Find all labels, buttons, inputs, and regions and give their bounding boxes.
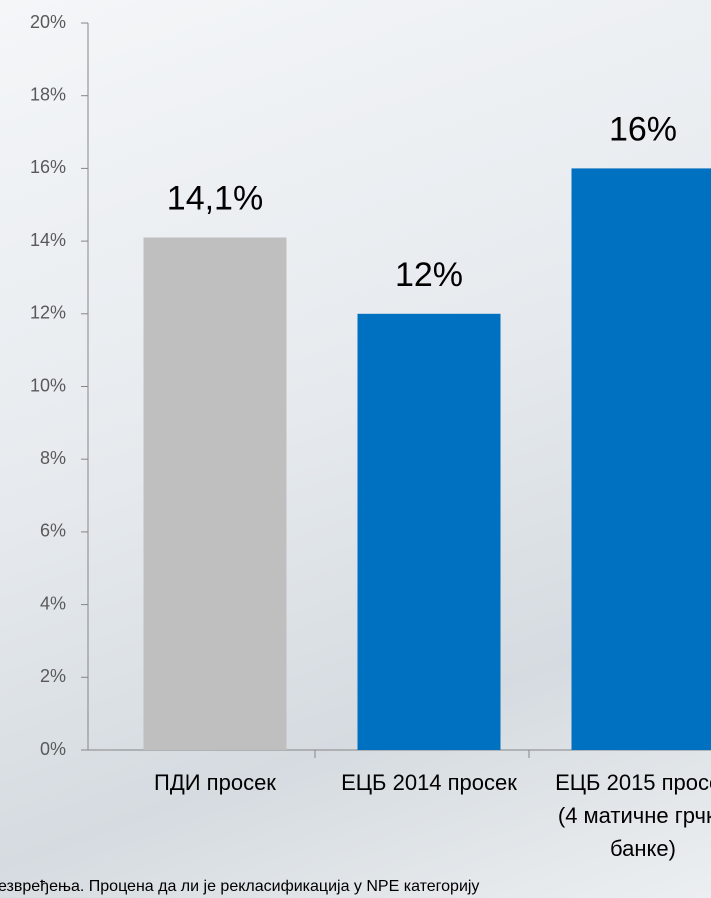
x-tick-label: ЕЦБ 2015 просек (4 матичне грчке банке) <box>543 766 711 865</box>
y-tick-label: 10% <box>30 375 66 395</box>
y-tick-label: 12% <box>30 303 66 323</box>
plot: 0% 2% 4% 6% 8% 10% 12% 14% 16% 18% 20% 14,1% 12% 16% <box>0 0 711 898</box>
y-tick-label: 2% <box>40 666 66 686</box>
bar <box>572 168 711 750</box>
value-label: 14,1% <box>167 179 263 217</box>
bar <box>358 314 501 750</box>
y-tick-label: 6% <box>40 521 66 541</box>
y-tick-label: 14% <box>30 230 66 250</box>
x-tick-label: ПДИ просек <box>115 766 315 799</box>
x-tick-label: ЕЦБ 2014 просек <box>329 766 529 799</box>
y-tick-label: 0% <box>40 739 66 759</box>
bar <box>144 237 287 750</box>
y-tick-label: 8% <box>40 448 66 468</box>
y-tick-label: 16% <box>30 157 66 177</box>
value-label: 12% <box>395 256 463 294</box>
y-tick-label: 18% <box>30 84 66 104</box>
chart: 0%2%4%6%8%10%12%14%16%18%20%14,1%12%16% … <box>0 0 711 898</box>
y-tick-label: 20% <box>30 12 66 32</box>
y-tick-label: 4% <box>40 593 66 613</box>
value-label: 16% <box>609 110 677 148</box>
footnote: езвређења. Процена да ли је рекласификац… <box>0 878 479 896</box>
